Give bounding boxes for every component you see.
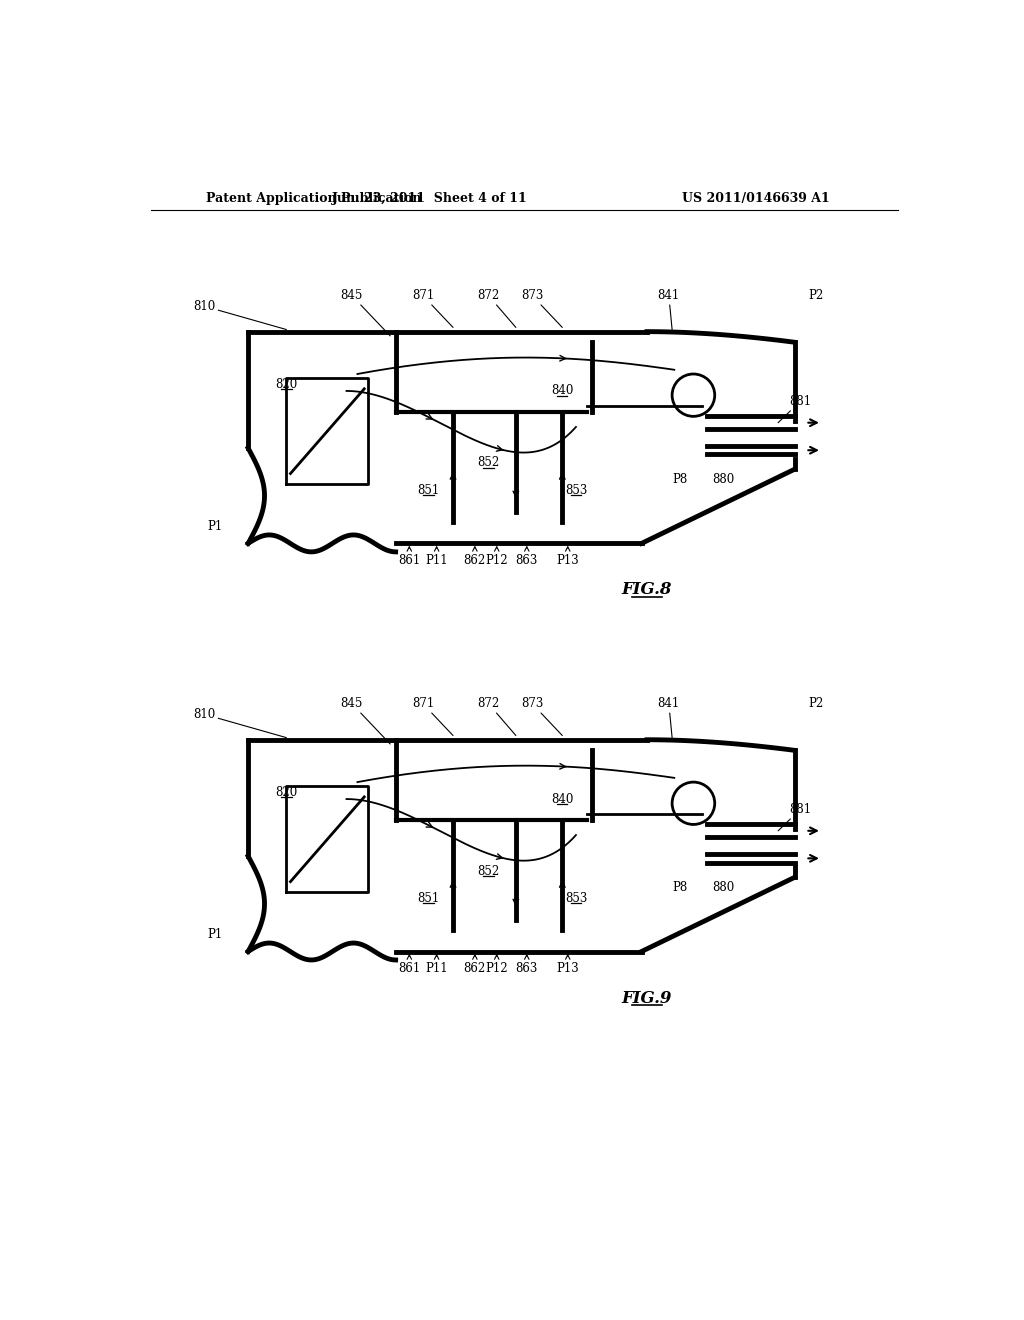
Text: 841: 841 (657, 289, 680, 330)
Text: P13: P13 (556, 546, 580, 566)
Text: P2: P2 (809, 289, 824, 302)
Text: 851: 851 (418, 892, 439, 906)
Text: P8: P8 (672, 474, 687, 486)
Text: 871: 871 (412, 697, 453, 735)
Text: P11: P11 (425, 546, 447, 566)
Text: P2: P2 (809, 697, 824, 710)
Text: Patent Application Publication: Patent Application Publication (206, 191, 421, 205)
Text: 880: 880 (713, 882, 734, 895)
Text: 820: 820 (275, 787, 298, 799)
Text: 863: 863 (516, 954, 538, 975)
Text: 810: 810 (194, 300, 287, 330)
Text: P12: P12 (485, 546, 508, 566)
Text: 872: 872 (477, 697, 516, 735)
Text: 840: 840 (551, 384, 573, 397)
Text: 852: 852 (477, 865, 500, 878)
Text: 845: 845 (341, 289, 390, 335)
Text: US 2011/0146639 A1: US 2011/0146639 A1 (682, 191, 829, 205)
Text: 862: 862 (464, 546, 486, 566)
Text: FIG.9: FIG.9 (622, 990, 672, 1007)
Text: 881: 881 (778, 395, 811, 422)
Text: 863: 863 (516, 546, 538, 566)
Text: 873: 873 (521, 697, 562, 735)
Text: 861: 861 (398, 546, 421, 566)
Text: 853: 853 (565, 892, 587, 906)
Text: P8: P8 (672, 882, 687, 895)
Text: P11: P11 (425, 954, 447, 975)
Text: FIG.8: FIG.8 (622, 582, 672, 598)
Text: 820: 820 (275, 378, 298, 391)
Text: 851: 851 (418, 484, 439, 496)
Text: 861: 861 (398, 954, 421, 975)
Text: 871: 871 (412, 289, 453, 327)
Text: 881: 881 (778, 803, 811, 830)
Text: 840: 840 (551, 792, 573, 805)
Text: 841: 841 (657, 697, 680, 738)
Text: 810: 810 (194, 708, 287, 738)
Text: P13: P13 (556, 954, 580, 975)
Text: Jun. 23, 2011  Sheet 4 of 11: Jun. 23, 2011 Sheet 4 of 11 (333, 191, 528, 205)
Text: 862: 862 (464, 954, 486, 975)
Text: 852: 852 (477, 457, 500, 470)
Text: 873: 873 (521, 289, 562, 327)
Text: 845: 845 (341, 697, 390, 744)
Text: P12: P12 (485, 954, 508, 975)
Text: P1: P1 (208, 520, 223, 533)
Text: 872: 872 (477, 289, 516, 327)
Text: 880: 880 (713, 474, 734, 486)
Text: 853: 853 (565, 484, 587, 496)
Text: P1: P1 (208, 928, 223, 941)
